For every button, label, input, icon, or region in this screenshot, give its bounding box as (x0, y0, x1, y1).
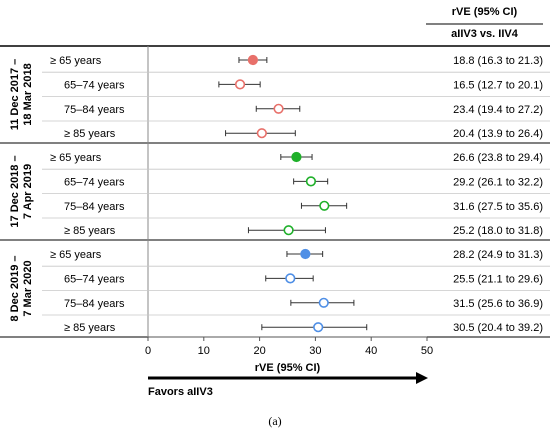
point-estimate (283, 225, 294, 236)
point-estimate (313, 322, 324, 333)
row-label: ≥ 85 years (64, 128, 116, 140)
x-tick-label: 30 (309, 345, 321, 357)
group-label: 17 Dec 2018 –7 Apr 2019 (9, 155, 34, 227)
point-estimate (247, 54, 259, 66)
row-label: ≥ 85 years (64, 322, 116, 334)
row-label: 65–74 years (64, 79, 125, 91)
rve-value: 31.6 (27.5 to 35.6) (453, 201, 543, 213)
group-label-line: 7 Mar 2020 (22, 260, 34, 316)
rve-value: 28.2 (24.9 to 31.3) (453, 249, 543, 261)
rve-value: 23.4 (19.4 to 27.2) (453, 104, 543, 116)
x-tick-label: 50 (421, 345, 433, 357)
rve-value: 31.5 (25.6 to 36.9) (453, 298, 543, 310)
group-label: 8 Dec 2019 –7 Mar 2020 (9, 255, 34, 321)
point-estimate (234, 79, 246, 90)
favors-label: Favors aIIV3 (148, 386, 213, 398)
x-tick-label: 0 (145, 345, 151, 357)
group-label-line: 18 Mar 2018 (22, 63, 34, 125)
rve-value: 29.2 (26.1 to 32.2) (453, 176, 543, 188)
rve-value: 25.5 (21.1 to 29.6) (453, 273, 543, 285)
x-tick-label: 20 (253, 345, 265, 357)
row-label: 65–74 years (64, 176, 125, 188)
group-label-line: 8 Dec 2019 – (9, 255, 21, 321)
favors-arrow-head (416, 372, 428, 384)
point-estimate (300, 248, 311, 260)
rve-value: 30.5 (20.4 to 39.2) (453, 322, 543, 334)
row-label: 65–74 years (64, 273, 125, 285)
x-tick-label: 10 (198, 345, 210, 357)
rve-value: 25.2 (18.0 to 31.8) (453, 225, 543, 237)
group-label-line: 7 Apr 2019 (22, 164, 34, 219)
point-estimate (285, 273, 296, 284)
group-label-line: 17 Dec 2018 – (9, 155, 21, 227)
x-axis-title: rVE (95% CI) (255, 362, 321, 374)
row-label: 75–84 years (64, 201, 125, 213)
row-label: ≥ 65 years (50, 152, 102, 164)
header-comparison: aIIV3 vs. IIV4 (451, 28, 518, 40)
point-estimate (273, 103, 284, 114)
group-label-line: 11 Dec 2017 – (9, 59, 21, 131)
rve-value: 26.6 (23.8 to 29.4) (453, 152, 543, 164)
rve-value: 16.5 (12.7 to 20.1) (453, 79, 543, 91)
header-rve-ci: rVE (95% CI) (451, 6, 518, 18)
row-label: 75–84 years (64, 104, 125, 116)
row-label: ≥ 65 years (50, 55, 102, 67)
x-tick-label: 40 (365, 345, 377, 357)
group-label: 11 Dec 2017 –18 Mar 2018 (9, 59, 34, 131)
point-estimate (305, 176, 317, 187)
figure-caption: (a) (268, 414, 282, 428)
point-estimate (291, 151, 302, 163)
row-label: ≥ 85 years (64, 225, 116, 237)
point-estimate (319, 200, 330, 211)
point-estimate (256, 128, 267, 139)
rve-value: 20.4 (13.9 to 26.4) (453, 128, 543, 140)
row-label: 75–84 years (64, 298, 125, 310)
point-estimate (318, 297, 329, 308)
rve-value: 18.8 (16.3 to 21.3) (453, 55, 543, 67)
row-label: ≥ 65 years (50, 249, 102, 261)
